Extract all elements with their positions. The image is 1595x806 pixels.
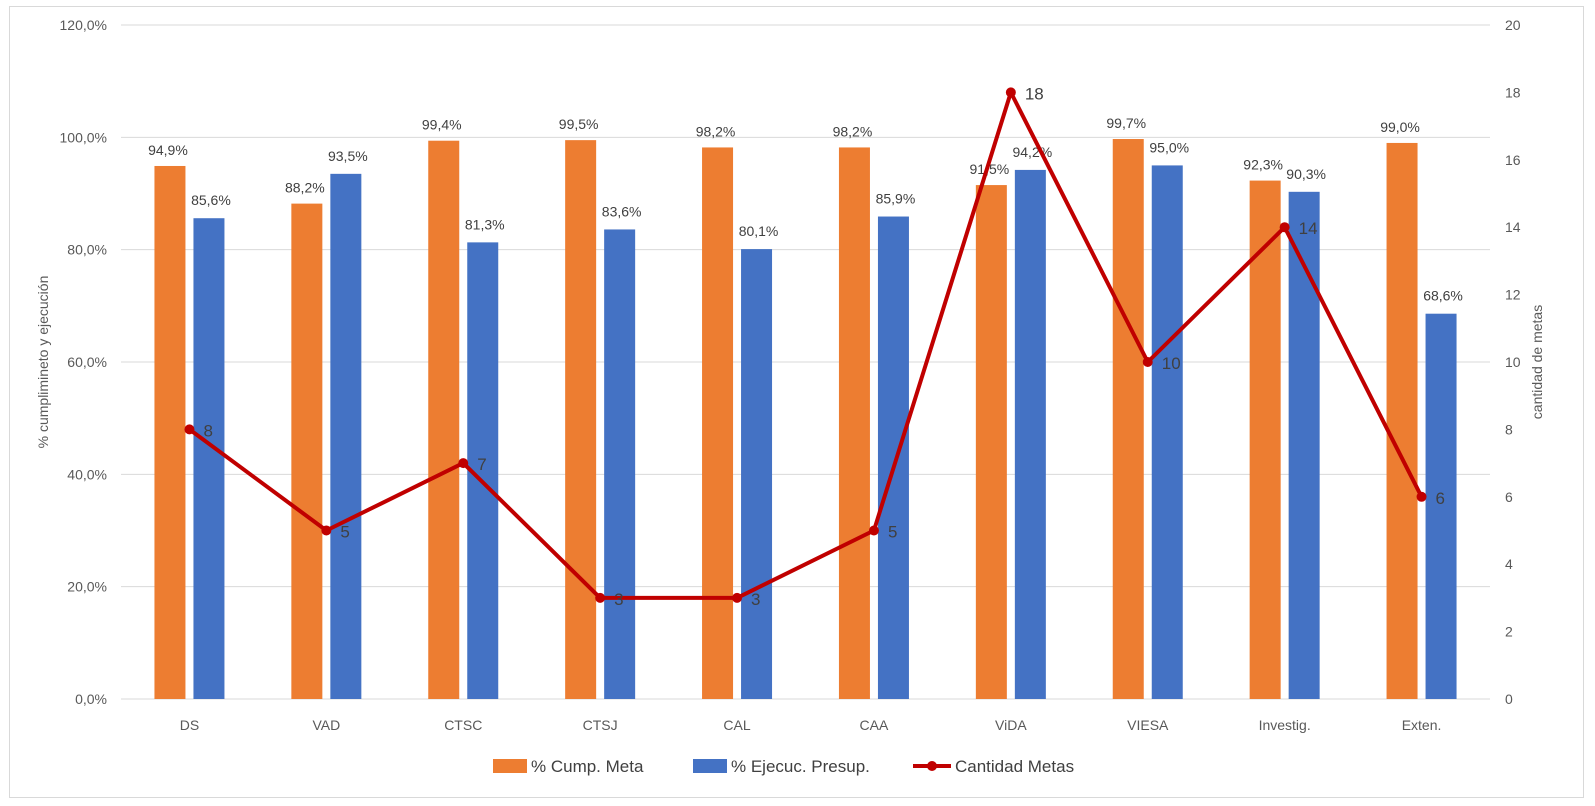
data-label-cantidad-metas: 10 (1162, 354, 1181, 373)
data-label-ejecuc-presup: 90,3% (1286, 166, 1326, 182)
x-tick-label: CTSJ (583, 717, 618, 733)
bar-cump-meta (838, 147, 870, 699)
legend-swatch-ejecuc-presup (693, 759, 727, 773)
bar-ejecuc-presup (193, 218, 225, 700)
data-label-cump-meta: 99,7% (1106, 115, 1146, 131)
data-label-cantidad-metas: 6 (1436, 489, 1445, 508)
data-label-cantidad-metas: 7 (477, 455, 486, 474)
point-cantidad-metas (1142, 357, 1153, 367)
x-tick-label: DS (180, 717, 199, 733)
legend-label-ejecuc-presup: % Ejecuc. Presup. (731, 757, 870, 776)
bar-cump-meta (702, 147, 734, 699)
data-label-cump-meta: 99,4% (422, 117, 462, 133)
y-left-tick-label: 40,0% (67, 466, 107, 482)
bar-ejecuc-presup (741, 249, 773, 700)
data-label-cantidad-metas: 18 (1025, 84, 1044, 103)
y-left-tick-label: 20,0% (67, 579, 107, 595)
data-label-cump-meta: 91,5% (969, 161, 1009, 177)
data-label-ejecuc-presup: 85,9% (876, 191, 916, 207)
data-label-ejecuc-presup: 81,3% (465, 216, 505, 232)
y-right-tick-label: 12 (1505, 287, 1521, 303)
bar-ejecuc-presup (1288, 191, 1320, 699)
bar-cump-meta (1249, 180, 1281, 699)
point-cantidad-metas (184, 424, 195, 435)
y-right-tick-label: 6 (1505, 489, 1513, 505)
y-right-tick-label: 14 (1505, 219, 1521, 235)
data-label-ejecuc-presup: 83,6% (602, 203, 642, 219)
x-tick-label: ViDA (995, 717, 1027, 733)
data-label-ejecuc-presup: 80,1% (739, 223, 779, 239)
data-label-cump-meta: 99,0% (1380, 119, 1420, 135)
y-left-tick-label: 0,0% (75, 691, 107, 707)
data-label-cantidad-metas: 3 (614, 590, 623, 609)
bar-cump-meta (1386, 142, 1418, 699)
bar-ejecuc-presup (1425, 313, 1457, 699)
bar-cump-meta (565, 140, 597, 699)
bar-ejecuc-presup (1151, 165, 1183, 699)
legend-label-cantidad-metas: Cantidad Metas (955, 757, 1074, 776)
y-right-tick-label: 18 (1505, 84, 1521, 100)
y-right-tick-label: 16 (1505, 152, 1521, 168)
legend-swatch-cump-meta (493, 759, 527, 773)
point-cantidad-metas (321, 525, 332, 536)
y-right-tick-label: 2 (1505, 624, 1513, 640)
y-left-tick-label: 100,0% (60, 129, 107, 145)
data-label-cump-meta: 99,5% (559, 116, 599, 132)
data-label-cantidad-metas: 5 (340, 523, 349, 542)
y-right-tick-label: 20 (1505, 17, 1521, 33)
point-cantidad-metas (1279, 222, 1290, 233)
y-right-tick-label: 8 (1505, 421, 1513, 437)
data-label-cump-meta: 88,2% (285, 180, 325, 196)
line-cantidad-metas (188, 90, 1424, 600)
x-tick-label: Exten. (1402, 717, 1442, 733)
legend-marker-cantidad-metas (927, 761, 937, 771)
bar-cump-meta (154, 165, 186, 699)
data-label-ejecuc-presup: 85,6% (191, 192, 231, 208)
data-label-cump-meta: 98,2% (833, 123, 873, 139)
bar-ejecuc-presup (330, 173, 362, 699)
data-label-ejecuc-presup: 95,0% (1149, 139, 1189, 155)
data-label-cantidad-metas: 8 (203, 421, 212, 440)
point-cantidad-metas (1005, 87, 1016, 98)
point-cantidad-metas (458, 458, 469, 469)
bar-ejecuc-presup (604, 229, 636, 700)
legend-label-cump-meta: % Cump. Meta (531, 757, 644, 776)
data-label-cantidad-metas: 5 (888, 523, 897, 542)
x-tick-label: VAD (312, 717, 340, 733)
data-label-cump-meta: 94,9% (148, 142, 188, 158)
bar-ejecuc-presup (1014, 169, 1046, 699)
y-right-tick-label: 0 (1505, 691, 1513, 707)
data-label-cump-meta: 92,3% (1243, 157, 1283, 173)
point-cantidad-metas (868, 525, 879, 536)
x-tick-label: CAA (860, 717, 889, 733)
x-tick-label: CTSC (444, 717, 482, 733)
data-label-ejecuc-presup: 68,6% (1423, 288, 1463, 304)
x-tick-label: CAL (723, 717, 750, 733)
bar-ejecuc-presup (877, 216, 909, 700)
bar-cump-meta (975, 185, 1007, 699)
x-tick-label: VIESA (1127, 717, 1169, 733)
data-label-cantidad-metas: 14 (1299, 219, 1318, 238)
chart-frame (9, 6, 1584, 798)
y-left-tick-label: 120,0% (60, 17, 107, 33)
y-right-axis-title: cantidad de metas (1529, 305, 1545, 419)
bar-cump-meta (291, 203, 323, 700)
y-right-tick-label: 4 (1505, 556, 1513, 572)
data-label-ejecuc-presup: 93,5% (328, 148, 368, 164)
y-left-tick-label: 60,0% (67, 354, 107, 370)
data-label-cump-meta: 98,2% (696, 123, 736, 139)
point-cantidad-metas (732, 592, 743, 603)
y-left-axis-title: % cumplimineto y ejecución (35, 276, 51, 449)
y-right-tick-label: 10 (1505, 354, 1521, 370)
y-left-tick-label: 80,0% (67, 242, 107, 258)
data-label-cantidad-metas: 3 (751, 590, 760, 609)
point-cantidad-metas (595, 592, 606, 603)
point-cantidad-metas (1416, 491, 1427, 502)
bar-cump-meta (1112, 139, 1144, 700)
x-tick-label: Investig. (1259, 717, 1311, 733)
bar-cump-meta (428, 140, 460, 699)
data-label-ejecuc-presup: 94,2% (1012, 144, 1052, 160)
